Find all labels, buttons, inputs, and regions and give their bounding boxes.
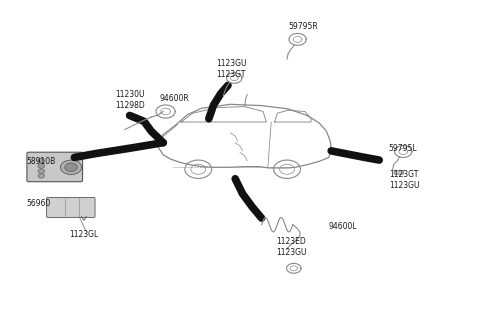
- Text: 59795L: 59795L: [389, 144, 418, 153]
- Text: 1123GT
1123GU: 1123GT 1123GU: [389, 170, 420, 191]
- Circle shape: [38, 174, 45, 178]
- Text: 58910B: 58910B: [26, 157, 56, 166]
- FancyBboxPatch shape: [47, 197, 95, 217]
- FancyBboxPatch shape: [394, 170, 404, 174]
- Circle shape: [60, 160, 82, 174]
- Text: 1123GL: 1123GL: [70, 230, 99, 239]
- Text: 59795R: 59795R: [288, 22, 318, 31]
- Circle shape: [38, 158, 45, 163]
- FancyBboxPatch shape: [27, 152, 83, 182]
- Text: 11230U
11298D: 11230U 11298D: [115, 90, 145, 110]
- Text: 1123ED
1123GU: 1123ED 1123GU: [276, 236, 307, 257]
- Circle shape: [38, 169, 45, 174]
- Circle shape: [65, 163, 77, 172]
- Circle shape: [38, 164, 45, 168]
- Text: 1123GU
1123GT: 1123GU 1123GT: [216, 59, 247, 79]
- Text: 94600L: 94600L: [329, 222, 358, 231]
- Text: 94600R: 94600R: [160, 94, 190, 103]
- Text: 56960: 56960: [26, 199, 51, 208]
